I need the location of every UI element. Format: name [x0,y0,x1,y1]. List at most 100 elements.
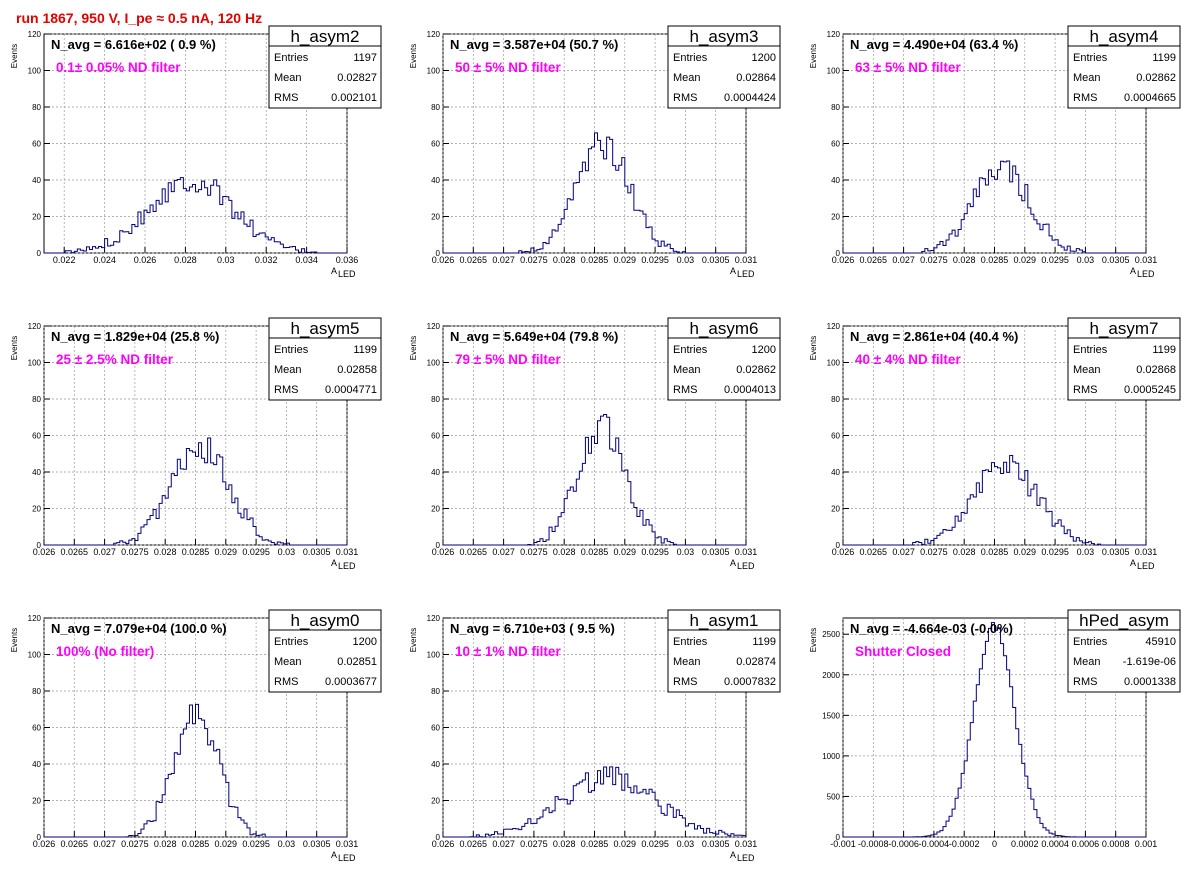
filter-label: 50 ± 5% ND filter [455,60,561,75]
x-tick-label: 0.0275 [121,547,149,557]
x-axis-label-subscript: LED [737,561,755,571]
stats-value-entries: 1199 [752,636,776,648]
y-tick-label: 100 [427,651,441,660]
navg-label: N_avg = 1.829e+04 (25.8 %) [51,329,219,344]
y-tick-label: 60 [32,724,41,733]
x-tick-label: 0.0265 [61,839,89,849]
histogram-line [443,414,746,546]
histogram-line [443,132,746,254]
stats-value-rms: 0.0007832 [724,676,776,688]
x-tick-label: 0.031 [735,547,758,557]
y-tick-label: 120 [427,30,441,39]
stats-label-rms: RMS [274,384,298,396]
stats-label-rms: RMS [673,676,697,688]
x-tick-label: 0.0305 [1102,547,1130,557]
x-tick-label: 0.0275 [920,547,948,557]
filter-label: 0.1± 0.05% ND filter [56,60,181,75]
stats-box-frame [667,25,781,109]
stats-value-mean: 0.02864 [736,72,776,84]
x-tick-label: 0.0285 [581,839,609,849]
x-tick-label: 0.0265 [460,547,488,557]
stats-box: h_asym4 Entries 1199 Mean 0.02862 RMS 0.000466… [1067,25,1181,109]
y-tick-label: 0 [37,249,42,258]
x-tick-label: 0.026 [134,255,157,265]
x-tick-label: 0.0305 [702,255,730,265]
stats-label-entries: Entries [1073,636,1108,648]
x-tick-label: 0.0002 [1011,839,1039,849]
histogram-line [44,703,347,838]
y-tick-label: 2500 [822,630,840,639]
x-tick-label: 0.029 [614,839,637,849]
stats-label-entries: Entries [673,344,708,356]
x-tick-label: 0.0008 [1102,839,1130,849]
histogram-line [843,160,1146,254]
stats-label-entries: Entries [274,52,309,64]
x-tick-label: 0.0285 [182,547,210,557]
x-tick-label: 0.0295 [1041,255,1069,265]
stats-value-rms: 0.0004424 [724,92,776,104]
y-tick-label: 40 [32,176,41,185]
x-tick-label: 0.026 [432,255,455,265]
y-axis-label: Events [409,336,418,360]
y-tick-label: 2000 [822,671,840,680]
stats-value-rms: 0.0003677 [325,676,377,688]
x-tick-label: 0.0305 [303,547,331,557]
x-tick-label: 0.022 [53,255,76,265]
y-tick-label: 60 [831,140,840,149]
stats-value-entries: 1199 [1152,344,1176,356]
stats-label-mean: Mean [673,72,701,84]
stats-box-frame [1067,25,1181,109]
navg-label: N_avg = -4.664e-03 (-0.0%) [850,621,1013,636]
x-tick-label: 0.027 [892,547,915,557]
y-tick-label: 80 [831,395,840,404]
stats-value-mean: 0.02862 [736,364,776,376]
y-axis-label: Events [809,336,818,360]
navg-label: N_avg = 7.079e+04 (100.0 %) [51,621,227,636]
x-tick-label: 0.0275 [920,255,948,265]
stats-value-mean: 0.02868 [1136,364,1176,376]
x-tick-label: 0.0285 [981,255,1009,265]
navg-label: N_avg = 3.587e+04 (50.7 %) [450,37,618,52]
x-tick-label: 0.027 [492,547,515,557]
stats-box: hPed_asym Entries 45910 Mean -1.619e-06 RMS 0.… [1067,609,1181,693]
histogram-panel-h_asym2: 0.022 0.024 0.026 0.028 0.03 0.032 0.034 0.036 0… [10,25,382,279]
stats-box-frame [667,317,781,401]
y-axis-label: Events [10,628,19,652]
y-tick-label: 20 [431,213,440,222]
stats-value-mean: 0.02858 [337,364,377,376]
stats-value-entries: 1200 [752,52,776,64]
x-tick-label: 0.0295 [242,547,270,557]
x-tick-label: 0.026 [832,255,855,265]
y-tick-label: 40 [831,468,840,477]
histogram-name: h_asym2 [291,27,360,46]
y-tick-label: 80 [431,395,440,404]
navg-label: N_avg = 4.490e+04 (63.4 %) [850,37,1018,52]
histogram-line [843,622,1146,838]
x-tick-label: 0.0295 [641,255,669,265]
y-tick-label: 20 [831,505,840,514]
navg-label: N_avg = 2.861e+04 (40.4 %) [850,329,1018,344]
stats-value-mean: 0.02874 [736,656,776,668]
x-tick-label: 0.03 [677,255,695,265]
y-tick-label: 0 [436,833,441,842]
histogram-panel-h_asym4: 0.026 0.0265 0.027 0.0275 0.028 0.0285 0.029 0.… [809,25,1181,279]
stats-box-frame [268,317,382,401]
stats-box: h_asym6 Entries 1200 Mean 0.02862 RMS 0.000401… [667,317,781,401]
stats-value-rms: 0.0004013 [724,384,776,396]
x-tick-label: 0.031 [735,255,758,265]
filter-label: 25 ± 2.5% ND filter [56,352,174,367]
histogram-panel-h_asym7: 0.026 0.0265 0.027 0.0275 0.028 0.0285 0.029 0.… [809,317,1181,571]
histogram-name: hPed_asym [1079,611,1169,630]
stats-label-rms: RMS [673,92,697,104]
x-axis-label-subscript: LED [1137,561,1155,571]
stats-label-rms: RMS [1073,92,1097,104]
y-tick-label: 40 [32,760,41,769]
x-tick-label: 0.031 [735,839,758,849]
stats-box: h_asym1 Entries 1199 Mean 0.02874 RMS 0.000783… [667,609,781,693]
run-title: run 1867, 950 V, I_pe ≈ 0.5 nA, 120 Hz [16,10,263,26]
y-tick-label: 40 [431,468,440,477]
x-tick-label: 0 [992,839,997,849]
x-tick-label: 0.031 [1135,255,1158,265]
stats-value-rms: 0.002101 [331,92,377,104]
x-axis-label: A [1130,266,1136,276]
